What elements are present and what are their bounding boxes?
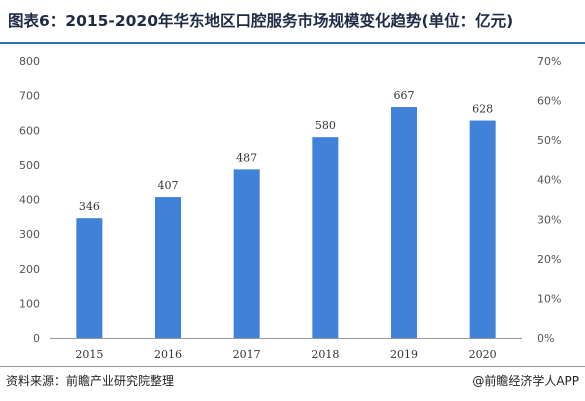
data-label: 407 <box>158 179 179 192</box>
data-label: 580 <box>315 119 336 132</box>
bars: 346 407 487 580 667 628 <box>76 89 496 339</box>
data-label: 346 <box>79 200 100 213</box>
bar <box>312 137 339 338</box>
title-divider <box>0 42 585 44</box>
y-tick-label: 600 <box>19 124 40 137</box>
y2-tick-label: 20% <box>537 253 561 266</box>
data-label: 487 <box>236 151 257 164</box>
x-tick-label: 2019 <box>390 348 418 361</box>
bar <box>76 218 103 338</box>
x-tick-label: 2020 <box>469 348 497 361</box>
data-label: 628 <box>472 103 493 116</box>
x-axis: 2015 2016 2017 2018 2019 2020 <box>50 338 522 361</box>
y2-tick-label: 30% <box>537 213 561 226</box>
bar <box>391 107 417 338</box>
data-label: 667 <box>394 89 415 102</box>
y-tick-label: 300 <box>19 228 40 241</box>
y2-tick-label: 70% <box>537 55 561 68</box>
chart-title: 图表6：2015-2020年华东地区口腔服务市场规模变化趋势(单位：亿元) <box>8 12 514 30</box>
y-tick-label: 100 <box>19 297 40 310</box>
x-tick-label: 2015 <box>75 348 103 361</box>
y-tick-label: 800 <box>19 55 40 68</box>
y2-tick-label: 10% <box>537 292 561 305</box>
y-tick-label: 700 <box>19 90 40 103</box>
bar-chart: 0 100 200 300 400 500 600 700 800 0% 10% 20% 30% 40%… <box>19 55 561 361</box>
bar <box>469 120 496 339</box>
x-tick-label: 2018 <box>311 348 339 361</box>
y-tick-label: 500 <box>19 159 40 172</box>
y-axis-right: 0% 10% 20% 30% 40% 50% 60% 70% <box>537 55 561 345</box>
y-tick-label: 400 <box>19 194 40 207</box>
y-tick-label: 0 <box>33 332 40 345</box>
x-tick-label: 2017 <box>233 348 261 361</box>
y-axis-left: 0 100 200 300 400 500 600 700 800 <box>19 55 40 345</box>
source-note: 资料来源：前瞻产业研究院整理 <box>6 374 175 388</box>
credit-note: @前瞻经济学人APP <box>472 374 579 388</box>
bar <box>155 197 181 338</box>
footer-divider <box>0 366 585 367</box>
y2-tick-label: 60% <box>537 95 561 108</box>
y2-tick-label: 50% <box>537 134 561 147</box>
y2-tick-label: 0% <box>537 332 554 345</box>
x-tick-label: 2016 <box>154 348 182 361</box>
y-tick-label: 200 <box>19 263 40 276</box>
y2-tick-label: 40% <box>537 174 561 187</box>
bar <box>233 169 260 338</box>
